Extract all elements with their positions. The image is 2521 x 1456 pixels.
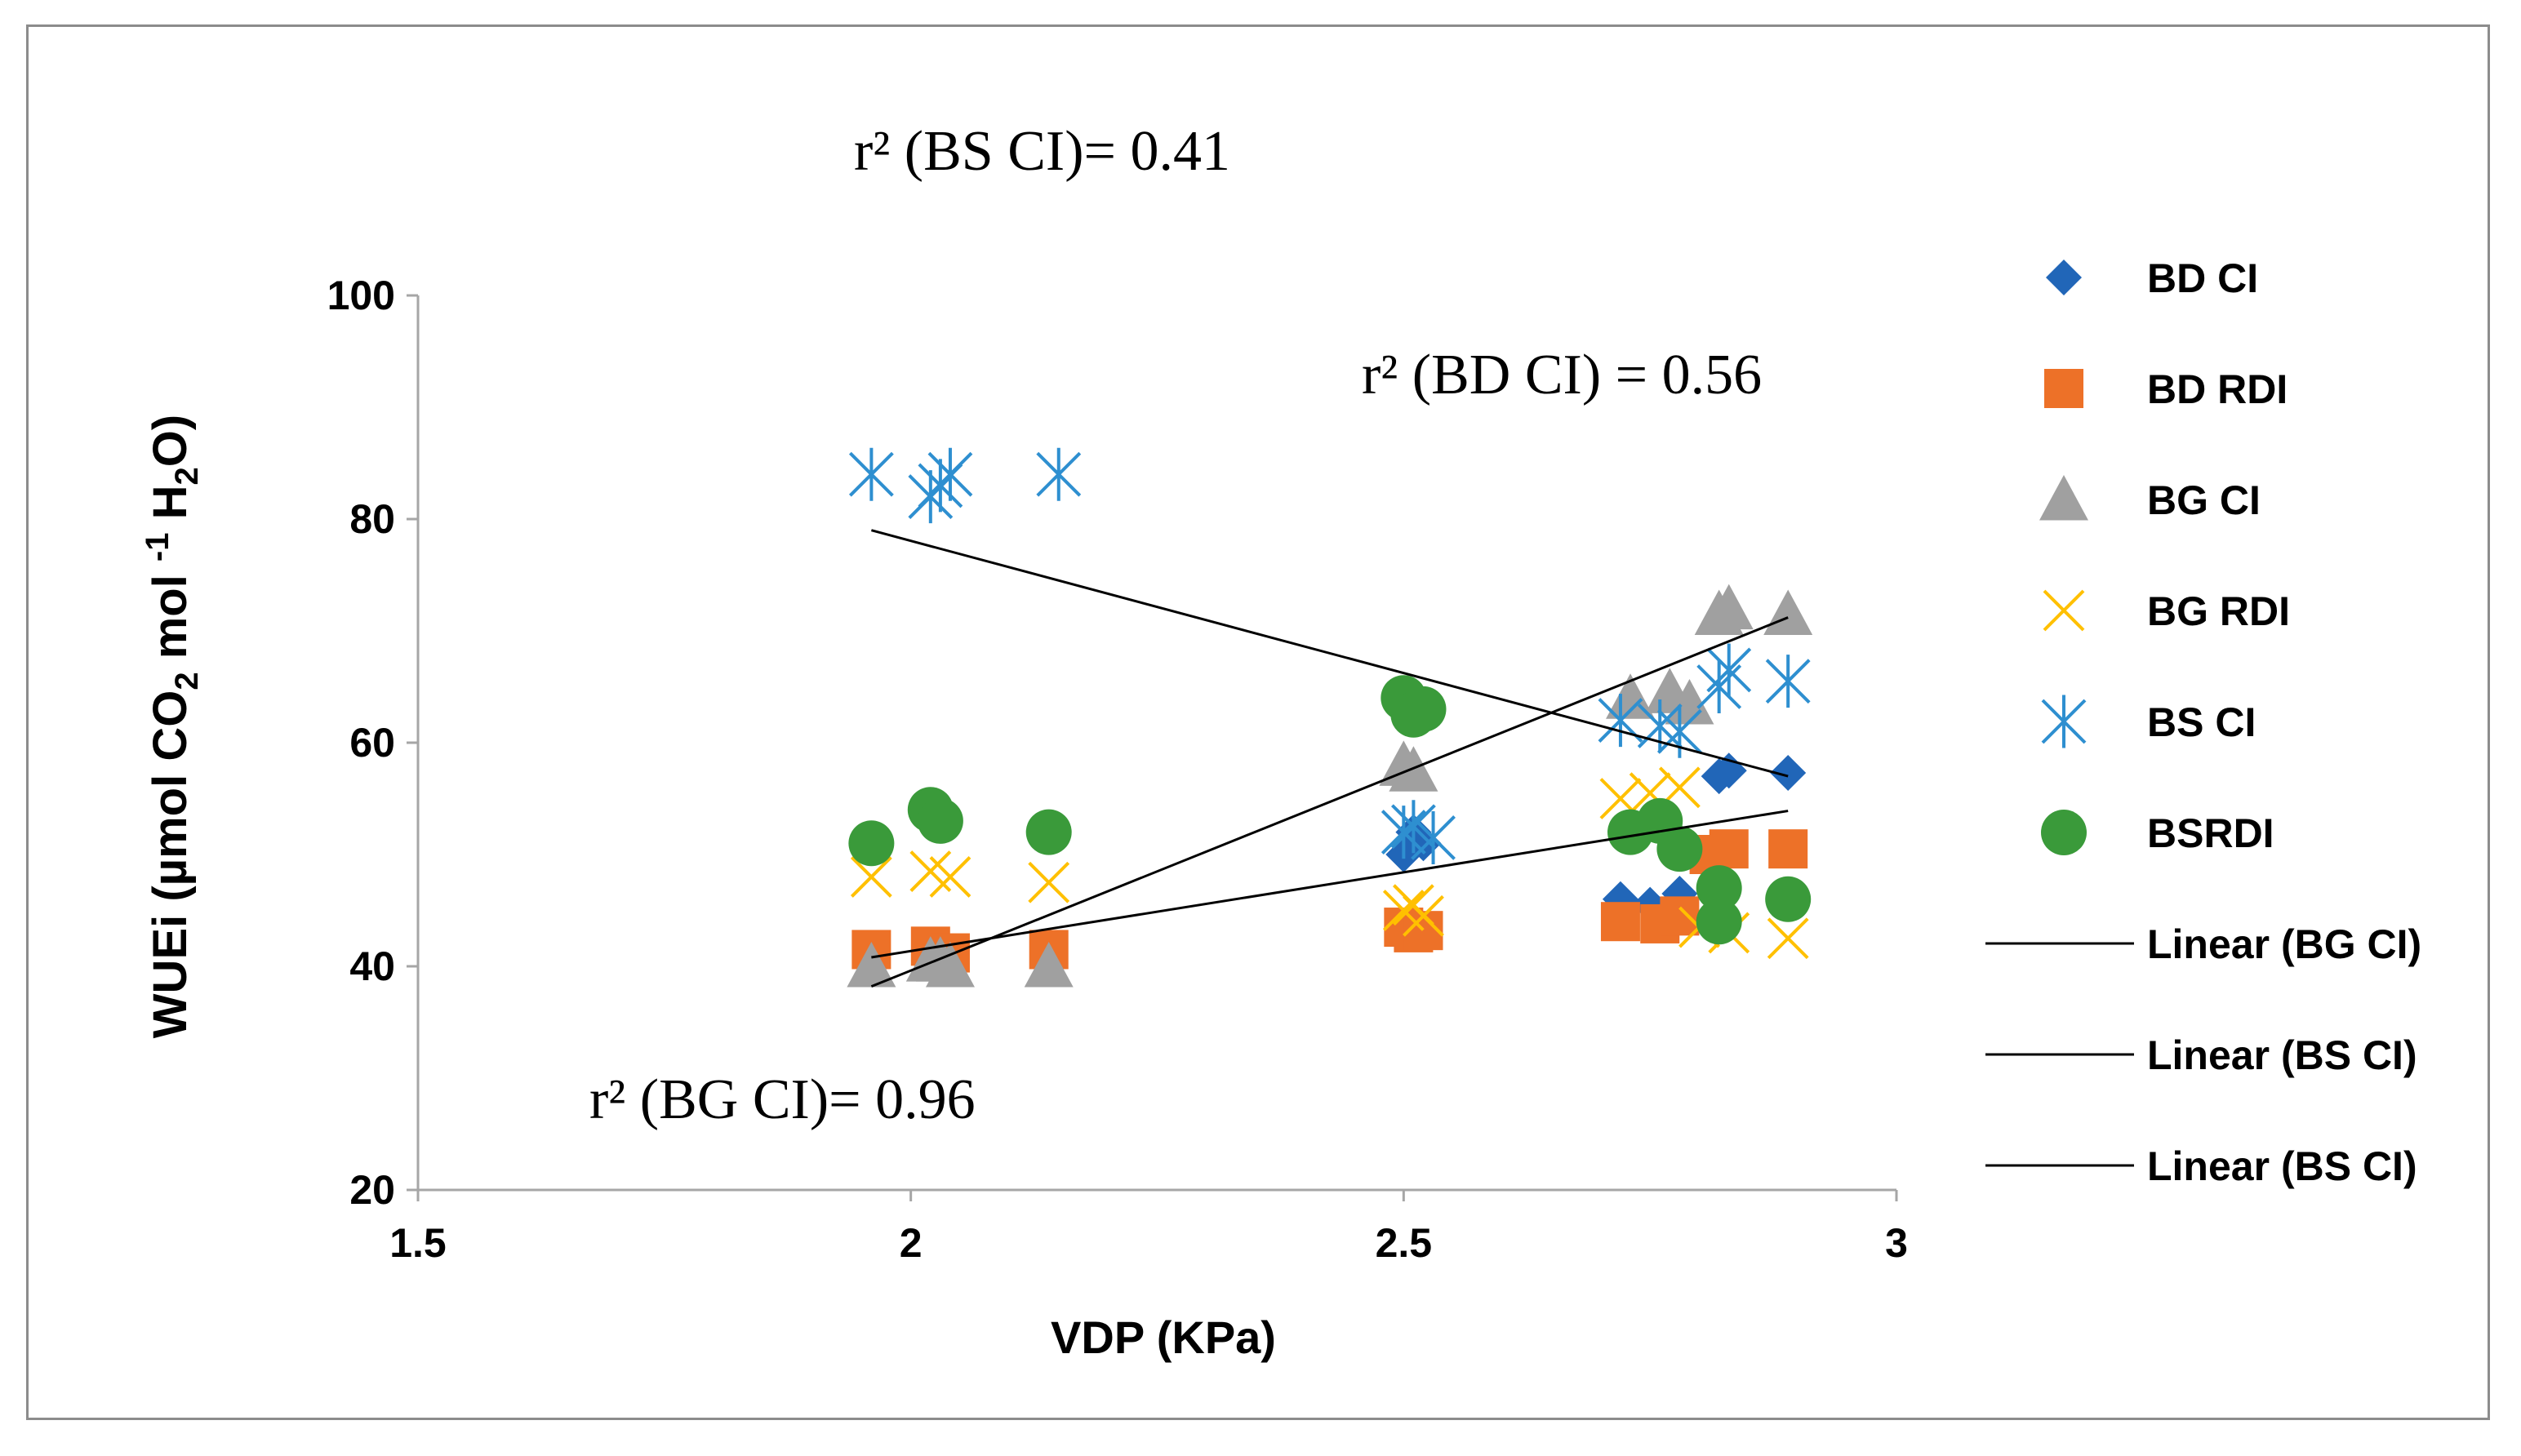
x-axis-title: VDP (KPa)	[1051, 1312, 1276, 1363]
x-tick-label: 3	[1885, 1220, 1908, 1266]
data-point	[1706, 643, 1752, 697]
legend-label: BSRDI	[2147, 810, 2274, 856]
legend-marker	[2041, 695, 2087, 748]
data-point	[927, 447, 973, 501]
legend-marker	[2043, 589, 2085, 632]
data-point	[917, 797, 963, 844]
data-point	[850, 855, 892, 898]
legend-marker	[2041, 810, 2087, 855]
legend-label: Linear (BS CI)	[2147, 1032, 2417, 1078]
data-point	[1765, 876, 1812, 922]
data-point	[1767, 917, 1809, 960]
data-point	[1400, 686, 1447, 732]
data-point	[1411, 810, 1456, 864]
data-point	[848, 820, 895, 867]
chart-frame	[26, 24, 2490, 1420]
annotation-r2-bg-ci: r² (BG CI)= 0.96	[589, 1068, 976, 1131]
legend-item: BS CI	[2041, 695, 2256, 748]
series-bg-rdi	[850, 766, 1809, 960]
series-bd-ci	[853, 752, 1807, 979]
legend-item: BG RDI	[2043, 588, 2290, 634]
y-tick-label: 60	[349, 720, 395, 766]
legend-item: BG CI	[2039, 475, 2261, 523]
series-bs-ci	[848, 447, 1811, 864]
y-tick-label: 40	[349, 943, 395, 989]
series-bsrdi	[848, 675, 1812, 945]
data-point	[1770, 754, 1807, 791]
data-point	[1403, 894, 1444, 937]
legend-label: BD RDI	[2147, 366, 2288, 412]
x-tick-label: 2.5	[1376, 1220, 1433, 1266]
plot-area: 20 40 60 80 100 1.5 2 2.5 3	[327, 273, 1908, 1266]
data-point	[1656, 826, 1703, 872]
data-point	[1696, 865, 1742, 912]
data-point	[1696, 660, 1742, 713]
trendline	[870, 616, 1789, 988]
legend-label: Linear (BG CI)	[2147, 921, 2421, 967]
data-point	[1704, 584, 1754, 630]
data-point	[848, 447, 894, 501]
legend-marker	[2046, 260, 2082, 295]
legend-item: BD CI	[2046, 255, 2258, 301]
legend: BD CI BD RDI BG CI BG RDI BS CI BSRDI Linear …	[1985, 255, 2421, 1189]
legend-label: BG CI	[2147, 477, 2261, 523]
data-point	[1390, 800, 1436, 854]
y-tick-label: 100	[327, 273, 395, 318]
data-point	[1036, 447, 1082, 501]
trendline	[870, 529, 1789, 778]
annotation-r2-bs-ci: r² (BS CI)= 0.41	[854, 120, 1230, 183]
x-tick-label: 2	[900, 1220, 923, 1266]
legend-marker	[2039, 475, 2088, 521]
legend-item: Linear (BG CI)	[1985, 921, 2421, 967]
legend-item: Linear (BS CI)	[1985, 1143, 2417, 1189]
legend-label: Linear (BS CI)	[2147, 1143, 2417, 1189]
trendline	[871, 810, 1789, 959]
data-point	[1028, 861, 1070, 903]
legend-item: BSRDI	[2041, 810, 2274, 856]
legend-label: BS CI	[2147, 699, 2256, 745]
legend-item: BD RDI	[2044, 366, 2288, 412]
legend-label: BG RDI	[2147, 588, 2290, 634]
data-point	[1763, 589, 1813, 635]
data-point	[1709, 829, 1749, 869]
data-point	[1637, 699, 1683, 752]
data-point	[847, 942, 896, 988]
data-point	[1024, 942, 1074, 988]
y-tick-label: 80	[349, 496, 395, 542]
data-point	[1665, 679, 1714, 725]
data-point	[1765, 655, 1811, 708]
legend-marker	[2044, 369, 2083, 408]
data-point	[1660, 896, 1700, 936]
data-point	[1696, 899, 1742, 945]
data-point	[1768, 829, 1808, 869]
y-axis-title: WUEi (µmol CO2 mol -1 H2O)	[140, 415, 205, 1038]
legend-item: Linear (BS CI)	[1985, 1032, 2417, 1078]
data-point	[929, 855, 971, 898]
data-point	[1600, 902, 1640, 942]
legend-label: BD CI	[2147, 255, 2258, 301]
x-tick-label: 1.5	[389, 1220, 447, 1266]
annotation-r2-bd-ci: r² (BD CI) = 0.56	[1362, 344, 1762, 406]
y-tick-label: 20	[349, 1167, 395, 1213]
data-point	[925, 942, 975, 988]
data-point	[1656, 704, 1702, 758]
data-point	[1025, 809, 1072, 855]
